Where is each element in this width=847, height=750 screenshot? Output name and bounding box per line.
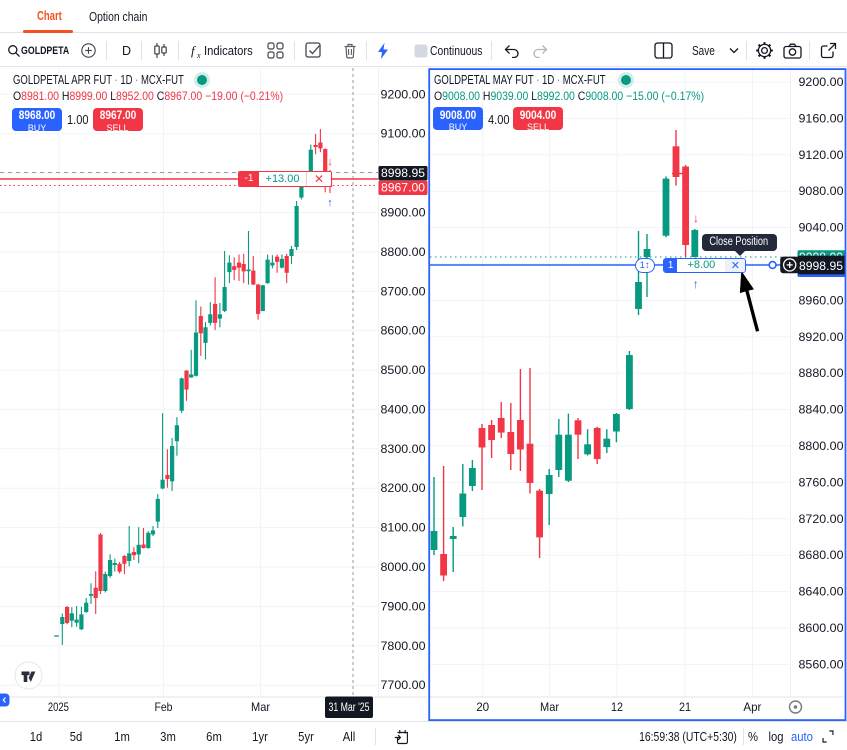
svg-text:8900.00: 8900.00	[381, 206, 426, 220]
svg-text:8998.95: 8998.95	[381, 166, 425, 180]
svg-text:f: f	[191, 43, 197, 58]
svg-text:8100.00: 8100.00	[381, 521, 426, 535]
svg-text:8600.00: 8600.00	[799, 621, 844, 635]
svg-text:9080.00: 9080.00	[799, 184, 844, 198]
svg-text:8300.00: 8300.00	[381, 442, 426, 456]
svg-text:8600.00: 8600.00	[381, 324, 426, 338]
svg-text:9160.00: 9160.00	[799, 111, 844, 125]
svg-text:8720.00: 8720.00	[799, 512, 844, 526]
svg-text:31 Mar '25: 31 Mar '25	[329, 702, 370, 714]
svg-text:↑: ↑	[693, 277, 699, 291]
svg-text:8800.00: 8800.00	[381, 245, 426, 259]
svg-text:↓: ↓	[693, 211, 699, 225]
svg-text:9040.00: 9040.00	[799, 221, 844, 235]
svg-text:↑: ↑	[327, 197, 333, 209]
svg-text:7900.00: 7900.00	[381, 599, 426, 613]
svg-text:21: 21	[679, 700, 691, 714]
svg-text:9200.00: 9200.00	[381, 87, 426, 101]
svg-text:x: x	[196, 51, 201, 59]
svg-text:8560.00: 8560.00	[799, 657, 844, 671]
svg-text:8400.00: 8400.00	[381, 402, 426, 416]
svg-text:8640.00: 8640.00	[799, 585, 844, 599]
svg-text:8967.00: 8967.00	[381, 181, 425, 195]
svg-text:↓: ↓	[327, 156, 333, 168]
svg-text:12: 12	[611, 700, 623, 714]
svg-text:8920.00: 8920.00	[799, 330, 844, 344]
svg-text:7700.00: 7700.00	[381, 678, 426, 692]
svg-text:Mar: Mar	[251, 700, 270, 714]
svg-text:8960.00: 8960.00	[799, 293, 844, 307]
svg-text:Feb: Feb	[155, 700, 173, 714]
svg-text:9100.00: 9100.00	[381, 127, 426, 141]
svg-text:2025: 2025	[48, 700, 69, 714]
svg-text:8200.00: 8200.00	[381, 481, 426, 495]
svg-text:20: 20	[476, 700, 489, 714]
svg-text:8500.00: 8500.00	[381, 363, 426, 377]
svg-text:Mar: Mar	[540, 700, 559, 714]
svg-text:8840.00: 8840.00	[799, 403, 844, 417]
svg-text:Apr: Apr	[743, 700, 761, 714]
svg-text:9200.00: 9200.00	[799, 75, 844, 89]
svg-text:8998.95: 8998.95	[799, 259, 843, 273]
svg-text:8680.00: 8680.00	[799, 548, 844, 562]
svg-text:8000.00: 8000.00	[381, 560, 426, 574]
svg-text:7800.00: 7800.00	[381, 639, 426, 653]
svg-text:8760.00: 8760.00	[799, 475, 844, 489]
svg-text:9120.00: 9120.00	[799, 148, 844, 162]
svg-text:8800.00: 8800.00	[799, 439, 844, 453]
svg-text:8700.00: 8700.00	[381, 284, 426, 298]
svg-text:8880.00: 8880.00	[799, 366, 844, 380]
